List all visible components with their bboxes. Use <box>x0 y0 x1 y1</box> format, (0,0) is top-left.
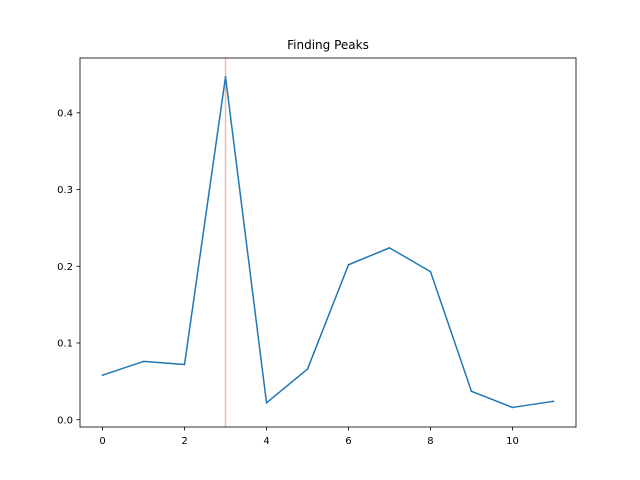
plot-area <box>101 58 555 427</box>
series-line-0 <box>101 76 555 409</box>
x-tick-label: 10 <box>506 436 519 447</box>
y-tick-label: 0.3 <box>57 185 73 196</box>
y-tick-label: 0.1 <box>57 339 73 350</box>
chart-title: Finding Peaks <box>287 38 369 52</box>
x-tick-label: 0 <box>99 436 105 447</box>
data-point-0-10 <box>511 406 514 409</box>
y-tick-label: 0.0 <box>57 415 73 426</box>
data-point-0-3 <box>224 75 227 78</box>
x-tick-label: 2 <box>181 436 187 447</box>
data-point-0-0 <box>101 374 104 377</box>
data-point-0-2 <box>183 363 186 366</box>
axes-frame <box>79 57 577 428</box>
data-point-0-4 <box>265 402 268 404</box>
x-tick-label: 6 <box>345 436 351 447</box>
data-point-0-7 <box>388 247 391 249</box>
data-point-0-11 <box>552 400 555 403</box>
x-tick-label: 8 <box>427 436 433 447</box>
y-axis: 0.0 0.1 0.2 0.3 0.4 <box>57 108 80 426</box>
x-axis: 0 2 4 6 8 10 <box>99 427 519 447</box>
x-tick-label: 4 <box>263 436 269 447</box>
y-tick-label: 0.2 <box>57 262 73 273</box>
data-point-0-9 <box>470 390 473 393</box>
data-point-0-8 <box>429 270 432 273</box>
data-point-0-1 <box>142 360 145 363</box>
data-point-0-5 <box>306 368 309 370</box>
y-tick-label: 0.4 <box>57 108 73 119</box>
data-point-0-6 <box>347 263 350 266</box>
